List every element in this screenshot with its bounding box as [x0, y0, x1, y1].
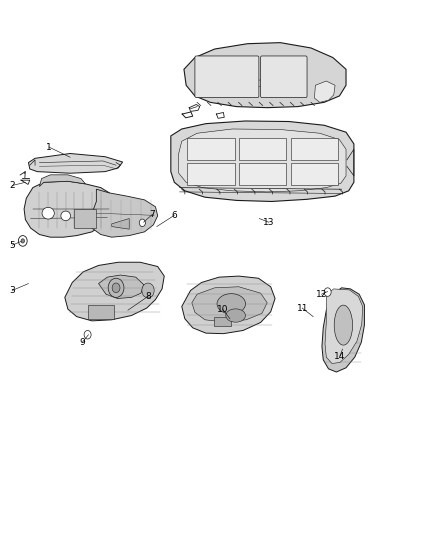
- Ellipse shape: [226, 309, 245, 322]
- Ellipse shape: [42, 207, 54, 219]
- Text: 6: 6: [171, 211, 177, 220]
- Bar: [88, 305, 114, 319]
- Polygon shape: [325, 289, 363, 364]
- Polygon shape: [182, 276, 275, 334]
- Text: 10: 10: [217, 305, 228, 313]
- Bar: [239, 138, 286, 160]
- Polygon shape: [65, 262, 164, 321]
- Text: 11: 11: [297, 304, 308, 312]
- Text: 3: 3: [9, 286, 15, 295]
- Circle shape: [112, 283, 120, 293]
- Bar: [187, 138, 235, 160]
- Text: 7: 7: [149, 210, 155, 219]
- Polygon shape: [171, 121, 354, 201]
- Ellipse shape: [334, 305, 353, 345]
- Polygon shape: [28, 154, 123, 173]
- Bar: [214, 317, 231, 326]
- Ellipse shape: [61, 211, 71, 221]
- Polygon shape: [179, 129, 346, 192]
- Text: 14: 14: [334, 352, 346, 360]
- Text: 13: 13: [263, 218, 275, 227]
- Text: 5: 5: [9, 241, 15, 249]
- Circle shape: [21, 239, 25, 243]
- Polygon shape: [314, 81, 335, 102]
- Polygon shape: [322, 288, 364, 372]
- Ellipse shape: [217, 294, 245, 314]
- Polygon shape: [192, 287, 267, 322]
- Text: 2: 2: [10, 181, 15, 190]
- Circle shape: [18, 236, 27, 246]
- Polygon shape: [112, 219, 129, 229]
- Bar: [291, 138, 338, 160]
- Circle shape: [84, 330, 91, 339]
- Bar: [187, 163, 235, 185]
- Polygon shape: [24, 181, 112, 237]
- Polygon shape: [99, 275, 144, 298]
- Polygon shape: [184, 43, 346, 108]
- Polygon shape: [39, 175, 85, 187]
- Text: 12: 12: [316, 290, 327, 298]
- Text: 9: 9: [79, 338, 85, 346]
- FancyBboxPatch shape: [195, 56, 259, 98]
- Circle shape: [139, 219, 145, 227]
- Bar: [291, 163, 338, 185]
- Text: 8: 8: [145, 292, 151, 301]
- Bar: [239, 163, 286, 185]
- Polygon shape: [92, 189, 158, 237]
- Circle shape: [108, 278, 124, 297]
- Circle shape: [324, 288, 331, 296]
- FancyBboxPatch shape: [261, 56, 307, 98]
- Text: 1: 1: [46, 143, 52, 151]
- Circle shape: [142, 283, 154, 298]
- Bar: [74, 209, 96, 228]
